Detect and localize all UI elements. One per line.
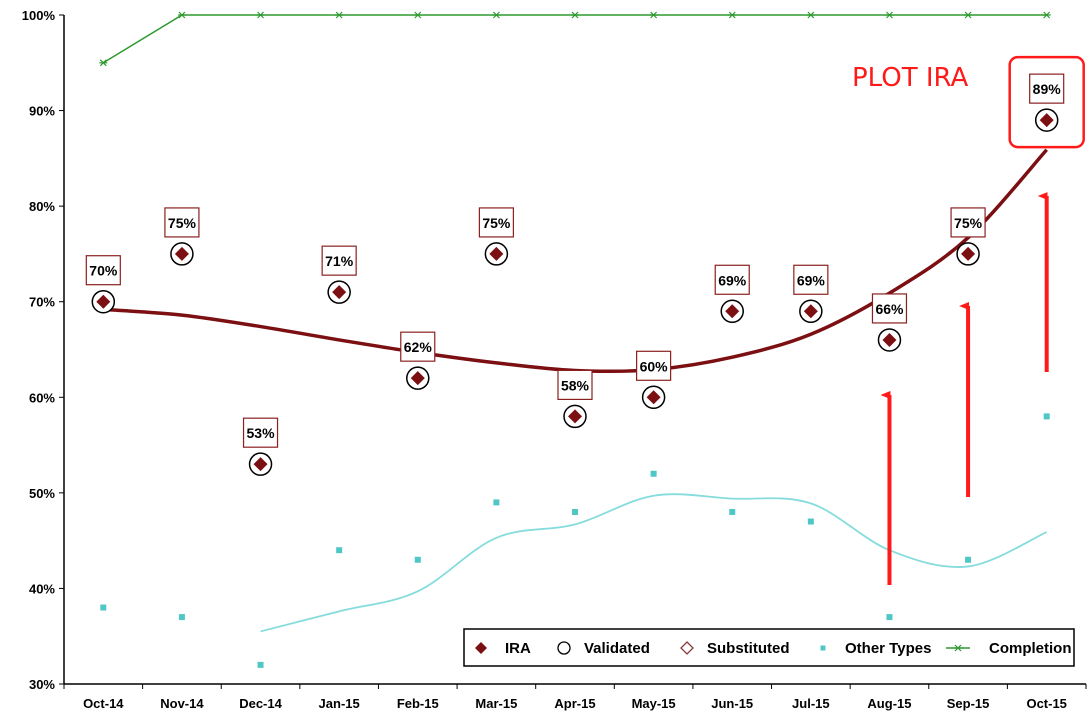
x-tick-label: Mar-15 bbox=[475, 696, 517, 711]
completion-point bbox=[335, 12, 343, 18]
x-tick-label: Oct-14 bbox=[83, 696, 124, 711]
other-types-point bbox=[965, 557, 971, 563]
y-tick-label: 40% bbox=[29, 581, 55, 596]
y-tick-label: 50% bbox=[29, 486, 55, 501]
completion-point bbox=[964, 12, 972, 18]
legend-label: Substituted bbox=[707, 640, 790, 657]
completion-point bbox=[571, 12, 579, 18]
ira-data-label: 75% bbox=[954, 215, 983, 231]
completion-point bbox=[257, 12, 265, 18]
legend-validated-marker bbox=[558, 642, 570, 654]
ira-data-label: 69% bbox=[718, 272, 747, 288]
other-types-point bbox=[572, 509, 578, 515]
completion-point bbox=[178, 12, 186, 18]
legend-label: Completion bbox=[989, 640, 1072, 657]
other-types-trendline bbox=[261, 494, 1047, 631]
legend: IRA Validated Substituted Other Types Comple… bbox=[464, 629, 1074, 666]
ira-data-label: 62% bbox=[404, 339, 433, 355]
legend-other-types-marker bbox=[821, 646, 826, 651]
ira-data-label: 60% bbox=[640, 358, 669, 374]
ira-data-label: 75% bbox=[482, 215, 511, 231]
x-tick-label: Sep-15 bbox=[947, 696, 990, 711]
legend-label: IRA bbox=[505, 640, 531, 657]
x-tick-label: Jul-15 bbox=[792, 696, 830, 711]
y-tick-label: 80% bbox=[29, 199, 55, 214]
completion-point bbox=[728, 12, 736, 18]
y-axis-ticks: 30% 40% 50% 60% 70% 80% 90% 100% bbox=[22, 8, 64, 692]
completion-line bbox=[103, 15, 1046, 63]
x-tick-label: May-15 bbox=[632, 696, 676, 711]
completion-point bbox=[1043, 12, 1051, 18]
x-tick-label: Jan-15 bbox=[319, 696, 360, 711]
other-types-point bbox=[808, 519, 814, 525]
other-types-point bbox=[493, 499, 499, 505]
ira-data-label: 69% bbox=[797, 272, 826, 288]
ira-data-label: 70% bbox=[89, 263, 118, 279]
other-types-point bbox=[1044, 413, 1050, 419]
x-tick-label: Nov-14 bbox=[160, 696, 204, 711]
completion-point bbox=[650, 12, 658, 18]
y-tick-label: 30% bbox=[29, 677, 55, 692]
ira-data-label: 66% bbox=[875, 301, 904, 317]
other-types-point bbox=[729, 509, 735, 515]
x-tick-label: Feb-15 bbox=[397, 696, 439, 711]
plot-area bbox=[64, 15, 1086, 684]
completion-point bbox=[414, 12, 422, 18]
completion-point bbox=[492, 12, 500, 18]
other-types-point bbox=[258, 662, 264, 668]
y-tick-label: 90% bbox=[29, 104, 55, 119]
x-tick-label: Dec-14 bbox=[239, 696, 282, 711]
legend-label: Validated bbox=[584, 640, 650, 657]
y-tick-label: 60% bbox=[29, 390, 55, 405]
x-tick-label: Apr-15 bbox=[554, 696, 595, 711]
ira-data-label: 71% bbox=[325, 253, 354, 269]
legend-label: Other Types bbox=[845, 640, 931, 657]
x-tick-label: Oct-15 bbox=[1026, 696, 1066, 711]
series-completion bbox=[99, 12, 1050, 66]
ira-data-label: 75% bbox=[168, 215, 197, 231]
x-tick-label: Aug-15 bbox=[867, 696, 911, 711]
ira-data-label: 89% bbox=[1033, 81, 1062, 97]
other-types-point bbox=[415, 557, 421, 563]
x-axis-ticks: Oct-14 Nov-14 Dec-14 Jan-15 Feb-15 Mar-15 Apr-… bbox=[64, 684, 1086, 711]
ira-trendline bbox=[103, 150, 1046, 372]
other-types-point bbox=[336, 547, 342, 553]
other-types-point bbox=[651, 471, 657, 477]
y-tick-label: 70% bbox=[29, 295, 55, 310]
y-tick-label: 100% bbox=[22, 8, 56, 23]
ira-data-label: 53% bbox=[247, 425, 276, 441]
ira-data-label: 58% bbox=[561, 377, 590, 393]
completion-point bbox=[885, 12, 893, 18]
other-types-point bbox=[179, 614, 185, 620]
other-types-point bbox=[886, 614, 892, 620]
annotation-plot-ira: PLOT IRA bbox=[852, 63, 969, 93]
completion-point bbox=[99, 60, 107, 66]
completion-point bbox=[807, 12, 815, 18]
series-ira-trend bbox=[103, 150, 1046, 372]
other-types-point bbox=[100, 605, 106, 611]
x-tick-label: Jun-15 bbox=[711, 696, 753, 711]
